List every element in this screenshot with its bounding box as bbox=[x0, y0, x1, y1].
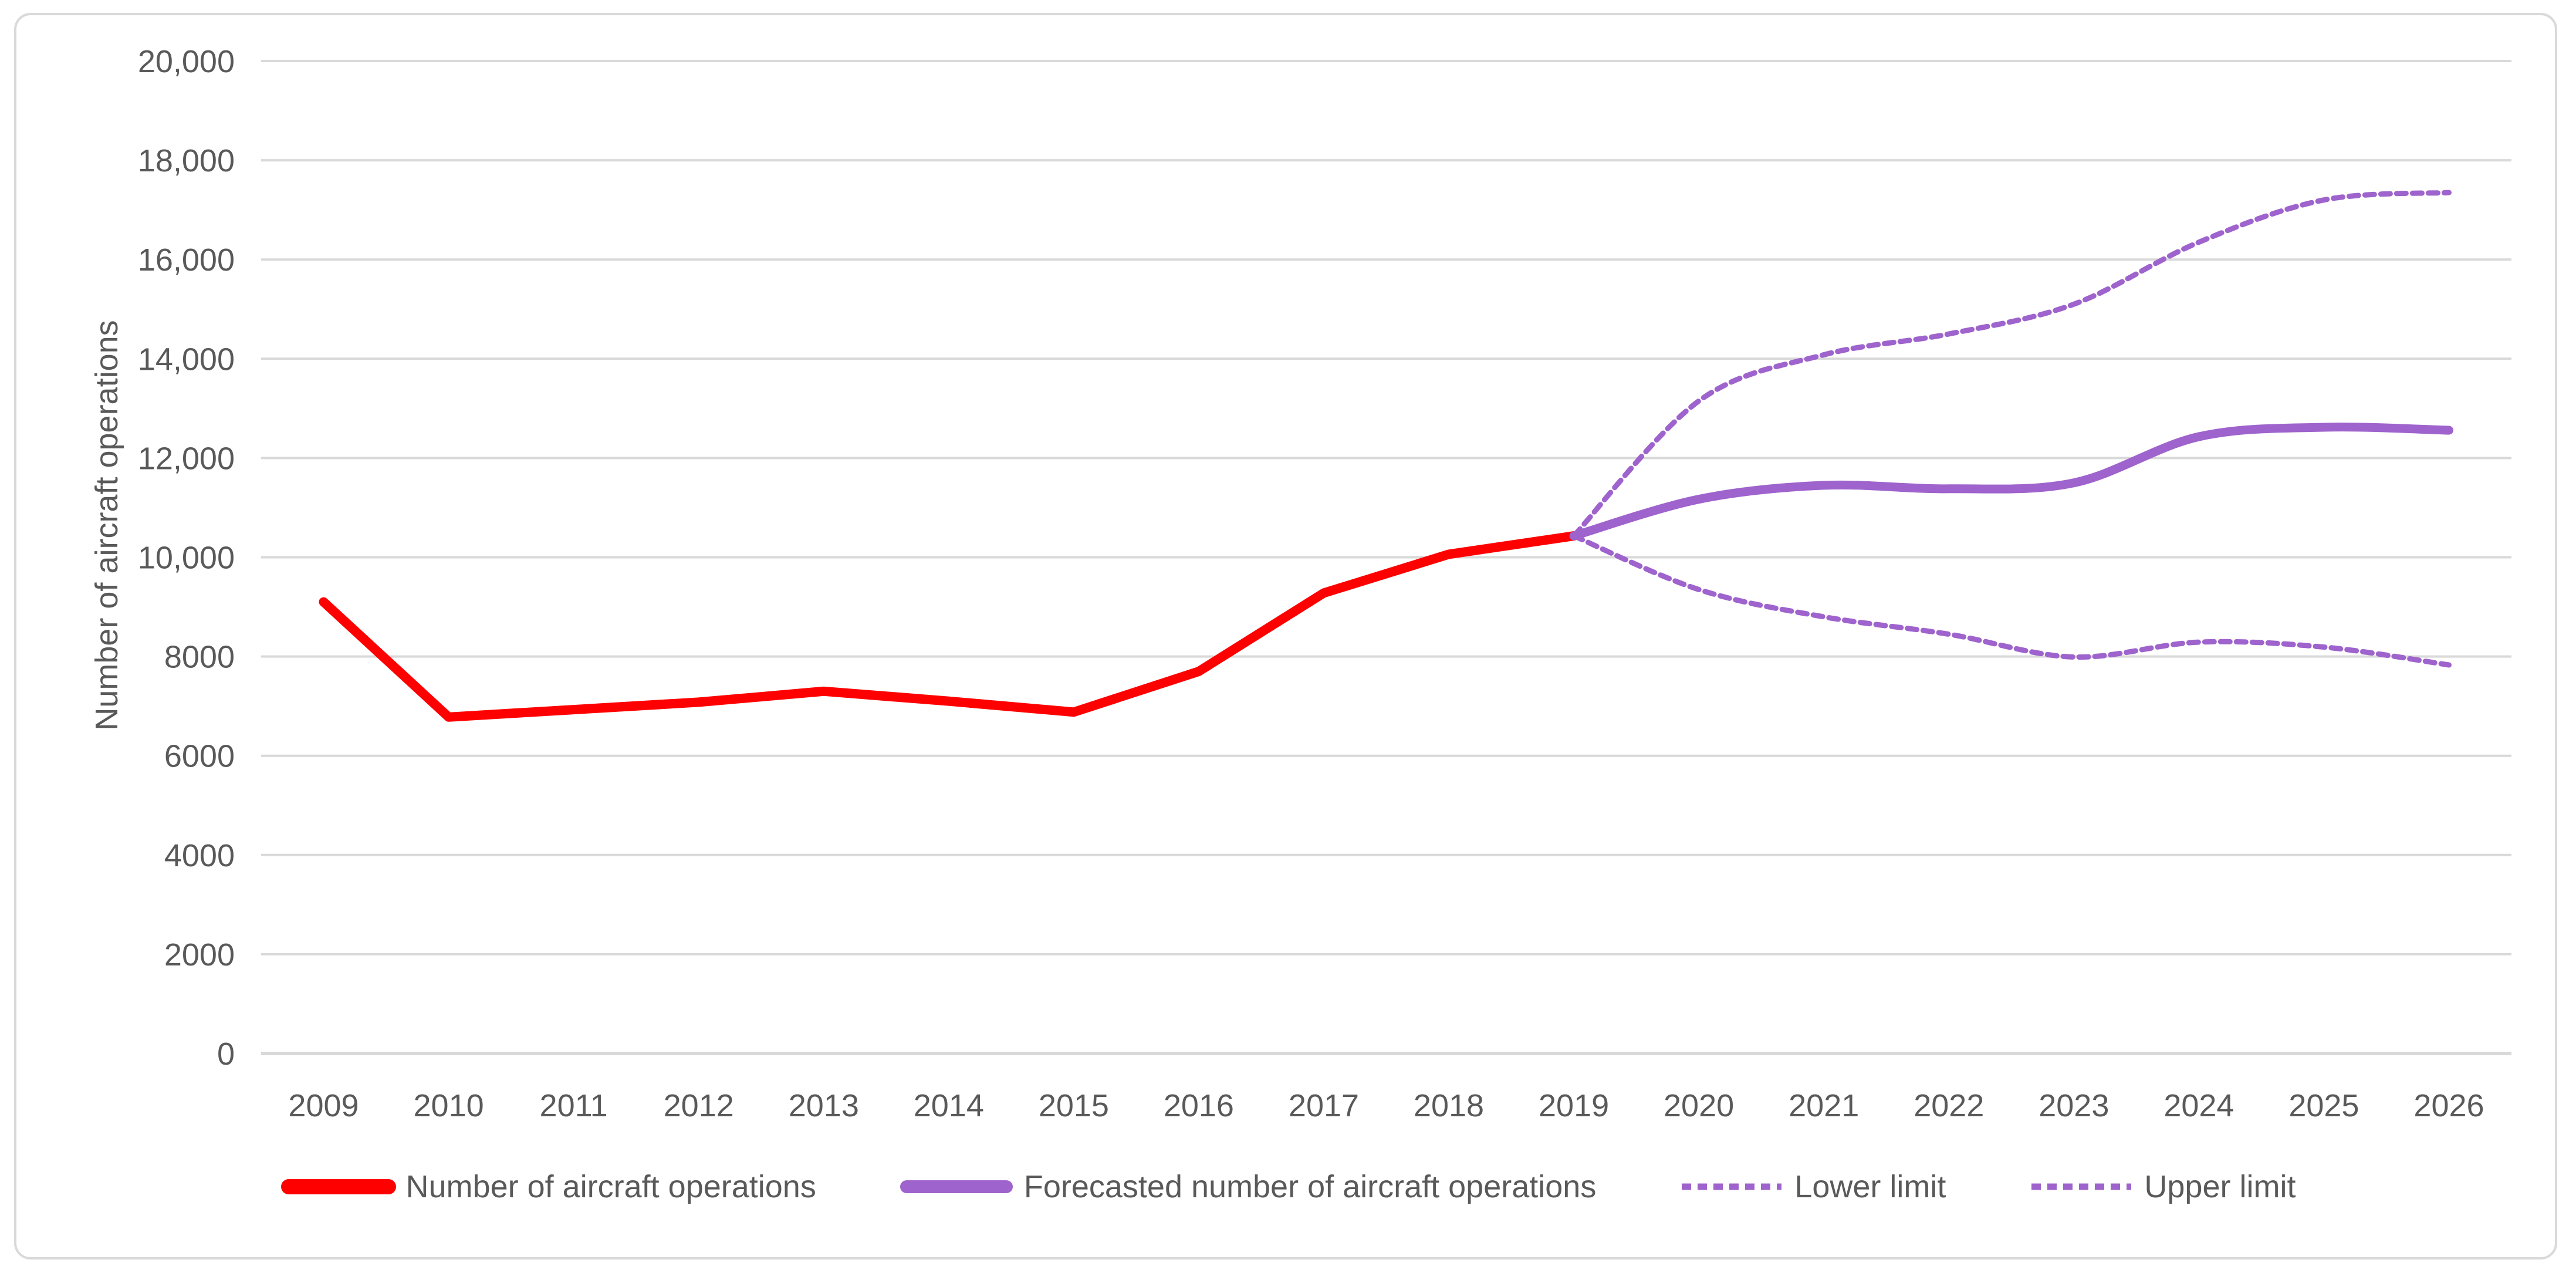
x-axis-tick-labels: 2009 2010 2011 2012 2013 2014 2015 2016 2017 2018… bbox=[288, 1088, 2484, 1123]
y-axis-tick-labels: 0 2000 4000 6000 8000 10,000 12,000 14,000 16,00… bbox=[138, 44, 235, 1072]
legend-swatch-solid-line-icon bbox=[280, 1179, 396, 1194]
x-tick-label-2017: 2017 bbox=[1289, 1088, 1359, 1123]
y-tick-label-2000: 2000 bbox=[164, 937, 235, 973]
data-series bbox=[319, 190, 2453, 722]
y-tick-label-4000: 4000 bbox=[164, 838, 235, 873]
x-tick-label-2014: 2014 bbox=[914, 1088, 984, 1123]
y-tick-label-10000: 10,000 bbox=[138, 541, 235, 576]
x-tick-label-2020: 2020 bbox=[1664, 1088, 1734, 1123]
legend-item-upper-limit[interactable]: Upper limit bbox=[2028, 1169, 2296, 1205]
x-tick-label-2012: 2012 bbox=[664, 1088, 734, 1123]
y-tick-label-18000: 18,000 bbox=[138, 143, 235, 178]
x-tick-label-2011: 2011 bbox=[540, 1088, 608, 1123]
x-tick-label-2019: 2019 bbox=[1539, 1088, 1609, 1123]
series-line-lower-limit[interactable] bbox=[1571, 533, 2452, 668]
series-line-number-of-aircraft-operations[interactable] bbox=[319, 531, 1579, 722]
x-tick-label-2025: 2025 bbox=[2288, 1088, 2359, 1123]
x-tick-label-2010: 2010 bbox=[414, 1088, 484, 1123]
series-line-forecasted-number-of-aircraft-operations[interactable] bbox=[1569, 423, 2453, 541]
legend-item-number-of-aircraft-operations[interactable]: Number of aircraft operations bbox=[280, 1169, 816, 1205]
x-tick-label-2013: 2013 bbox=[789, 1088, 859, 1123]
legend-label: Lower limit bbox=[1794, 1169, 1946, 1204]
legend-swatch-dashed-line-icon bbox=[1682, 1183, 1782, 1190]
y-tick-label-0: 0 bbox=[217, 1036, 235, 1072]
legend-label: Forecasted number of aircraft operations bbox=[1023, 1169, 1597, 1204]
legend-item-forecasted-number-of-aircraft-operations[interactable]: Forecasted number of aircraft operations bbox=[898, 1169, 1596, 1205]
gridlines bbox=[261, 60, 2511, 1055]
x-tick-label-2023: 2023 bbox=[2039, 1088, 2109, 1123]
chart-frame-border bbox=[14, 13, 2557, 1260]
x-tick-label-2026: 2026 bbox=[2413, 1088, 2484, 1123]
x-tick-label-2015: 2015 bbox=[1039, 1088, 1109, 1123]
y-axis-title: Number of aircraft operations bbox=[89, 320, 124, 730]
legend-label: Upper limit bbox=[2144, 1169, 2296, 1204]
x-tick-label-2009: 2009 bbox=[288, 1088, 359, 1123]
x-tick-label-2018: 2018 bbox=[1414, 1088, 1484, 1123]
legend-label: Number of aircraft operations bbox=[405, 1169, 816, 1204]
legend-swatch-solid-line-icon bbox=[900, 1180, 1013, 1193]
y-tick-label-14000: 14,000 bbox=[138, 342, 235, 377]
x-tick-label-2024: 2024 bbox=[2163, 1088, 2234, 1123]
legend-swatch-dashed-line-icon bbox=[2031, 1183, 2132, 1190]
legend-item-lower-limit[interactable]: Lower limit bbox=[1678, 1169, 1946, 1205]
y-tick-label-16000: 16,000 bbox=[138, 242, 235, 278]
y-tick-label-6000: 6000 bbox=[164, 739, 235, 774]
y-tick-label-8000: 8000 bbox=[164, 640, 235, 675]
x-tick-label-2016: 2016 bbox=[1164, 1088, 1234, 1123]
legend: Number of aircraft operations Forecasted … bbox=[0, 1152, 2576, 1222]
x-tick-label-2021: 2021 bbox=[1789, 1088, 1859, 1123]
x-tick-label-2022: 2022 bbox=[1914, 1088, 1984, 1123]
series-line-upper-limit[interactable] bbox=[1571, 190, 2452, 539]
y-tick-label-12000: 12,000 bbox=[138, 441, 235, 476]
y-tick-label-20000: 20,000 bbox=[138, 44, 235, 79]
